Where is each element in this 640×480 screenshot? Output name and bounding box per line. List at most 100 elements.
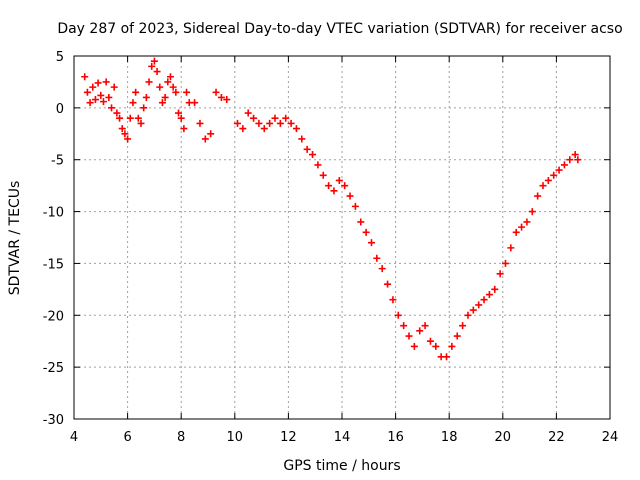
- data-point: [367, 239, 375, 247]
- data-point: [325, 182, 333, 190]
- data-point: [166, 73, 174, 81]
- data-point: [105, 93, 113, 101]
- data-point: [86, 99, 94, 107]
- plot-frame: [73, 55, 611, 420]
- data-point: [94, 79, 102, 87]
- data-point: [303, 145, 311, 153]
- grid: [74, 56, 610, 419]
- data-point: [287, 119, 295, 127]
- data-point: [292, 125, 300, 133]
- data-point: [298, 135, 306, 143]
- data-point: [560, 161, 568, 169]
- data-point: [212, 88, 220, 96]
- data-point: [389, 296, 397, 304]
- data-point: [91, 96, 99, 104]
- data-point: [491, 285, 499, 293]
- data-point: [539, 182, 547, 190]
- data-point: [177, 114, 185, 122]
- x-axis-label: GPS time / hours: [283, 458, 400, 474]
- data-point: [217, 93, 225, 101]
- data-point: [129, 99, 137, 107]
- y-tick-label: -5: [51, 154, 64, 169]
- data-point: [335, 176, 343, 184]
- x-tick-label: 6: [123, 430, 131, 445]
- data-point: [223, 96, 231, 104]
- data-point: [180, 125, 188, 133]
- data-point: [373, 254, 381, 262]
- data-point: [459, 322, 467, 330]
- data-point: [81, 73, 89, 81]
- data-point: [346, 192, 354, 200]
- data-point: [319, 171, 327, 179]
- data-point: [140, 104, 148, 112]
- x-tick-label: 20: [495, 430, 512, 445]
- data-point: [102, 78, 110, 86]
- data-point: [469, 306, 477, 314]
- data-point: [571, 151, 579, 159]
- y-tick-label: -25: [43, 361, 64, 376]
- data-point: [378, 265, 386, 273]
- data-point: [134, 114, 142, 122]
- data-point: [99, 98, 107, 106]
- data-point: [201, 135, 209, 143]
- data-point: [108, 104, 116, 112]
- data-point: [126, 114, 134, 122]
- data-point: [421, 322, 429, 330]
- y-tick-label: 5: [56, 50, 64, 65]
- data-point: [158, 99, 166, 107]
- data-point: [432, 342, 440, 350]
- x-tick-label: 10: [227, 430, 244, 445]
- data-point: [271, 114, 279, 122]
- data-point: [475, 301, 483, 309]
- data-point: [534, 192, 542, 200]
- y-tick-label: -15: [43, 257, 64, 272]
- data-point: [164, 78, 172, 86]
- axis-ticks: 4 6 8 10 12 14 16 18 20 22 24 5 0 -5 -10 -15 -20 -25 -30: [43, 50, 619, 445]
- data-point: [276, 119, 284, 127]
- y-tick-label: -10: [43, 206, 64, 221]
- data-point: [282, 114, 290, 122]
- data-point: [574, 156, 582, 164]
- y-tick-label: -30: [43, 413, 64, 428]
- data-point: [148, 62, 156, 70]
- data-point: [196, 119, 204, 127]
- data-point: [443, 353, 451, 361]
- data-point: [453, 332, 461, 340]
- chart-title: Day 287 of 2023, Sidereal Day-to-day VTE…: [57, 21, 622, 37]
- data-point: [156, 83, 164, 91]
- data-point: [142, 93, 150, 101]
- data-point: [544, 176, 552, 184]
- data-point: [410, 342, 418, 350]
- data-point: [341, 182, 349, 190]
- data-point: [89, 83, 97, 91]
- x-tick-label: 22: [548, 430, 565, 445]
- data-point: [480, 296, 488, 304]
- data-point: [110, 83, 118, 91]
- data-point: [113, 109, 121, 117]
- x-tick-label: 12: [280, 430, 297, 445]
- data-point: [394, 311, 402, 319]
- data-point: [244, 109, 252, 117]
- data-point: [118, 125, 126, 133]
- data-point: [507, 244, 515, 252]
- data-point: [239, 125, 247, 133]
- y-axis-label: SDTVAR / TECUs: [7, 181, 23, 296]
- x-tick-label: 4: [70, 430, 78, 445]
- data-points: [81, 57, 582, 361]
- data-point: [260, 125, 268, 133]
- data-point: [309, 151, 317, 159]
- data-point: [183, 88, 191, 96]
- data-point: [566, 156, 574, 164]
- data-point: [207, 130, 215, 138]
- data-point: [416, 327, 424, 335]
- data-point: [362, 228, 370, 236]
- data-point: [512, 228, 520, 236]
- y-tick-label: -20: [43, 309, 64, 324]
- data-point: [97, 91, 105, 99]
- data-point: [523, 218, 531, 226]
- data-point: [83, 88, 91, 96]
- data-point: [330, 187, 338, 195]
- data-point: [426, 337, 434, 345]
- data-point: [384, 280, 392, 288]
